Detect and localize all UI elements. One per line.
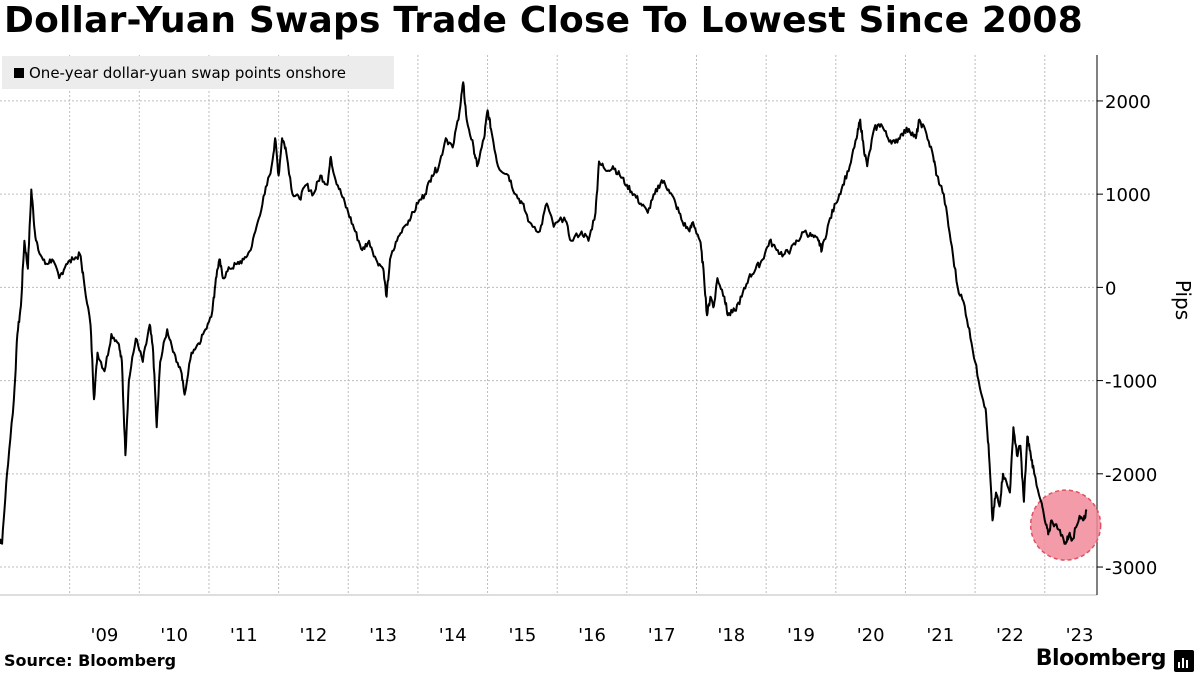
- y-axis: 2000 1000 0 -1000 -2000 -3000: [1096, 55, 1157, 595]
- y-tick-label: -3000: [1105, 558, 1157, 579]
- x-tick-label: '23: [1066, 625, 1094, 646]
- x-tick-label: '12: [299, 625, 327, 646]
- x-tick-label: '09: [91, 625, 119, 646]
- source-note: Source: Bloomberg: [4, 651, 177, 670]
- x-tick-label: '10: [160, 625, 188, 646]
- x-tick-label: '22: [996, 625, 1024, 646]
- x-tick-label: '19: [787, 625, 815, 646]
- x-tick-label: '20: [857, 625, 885, 646]
- legend-swatch: [14, 67, 24, 78]
- bloomberg-terminal-icon: [1174, 650, 1194, 672]
- y-tick-label: 1000: [1105, 185, 1151, 206]
- y-tick-label: 2000: [1105, 92, 1151, 113]
- y-tick-label: -2000: [1105, 465, 1157, 486]
- x-tick-label: '14: [439, 625, 467, 646]
- legend: One-year dollar-yuan swap points onshore: [2, 56, 394, 89]
- x-tick-label: '18: [717, 625, 745, 646]
- x-tick-label: '21: [926, 625, 954, 646]
- y-axis-label: Pips: [1171, 280, 1195, 320]
- x-tick-label: '17: [648, 625, 676, 646]
- x-axis: '09 '10 '11 '12 '13 '14 '15 '16 '17 '18 '19 '20 '21 '…: [0, 594, 1097, 646]
- brand-logo-text: Bloomberg: [1035, 646, 1167, 671]
- x-tick-label: '13: [369, 625, 397, 646]
- chart-title: Dollar-Yuan Swaps Trade Close To Lowest …: [4, 0, 1083, 41]
- series-line: [0, 81, 1088, 545]
- legend-label: One-year dollar-yuan swap points onshore: [29, 63, 347, 82]
- highlight-circle: [1029, 489, 1102, 561]
- x-tick-label: '15: [508, 625, 536, 646]
- x-tick-label: '11: [230, 625, 258, 646]
- y-tick-label: 0: [1105, 278, 1116, 299]
- gridlines: [0, 55, 1097, 595]
- series-layer: [0, 81, 1088, 545]
- highlight-annotation: [1029, 489, 1102, 561]
- x-tick-label: '16: [578, 625, 606, 646]
- y-tick-label: -1000: [1105, 372, 1157, 393]
